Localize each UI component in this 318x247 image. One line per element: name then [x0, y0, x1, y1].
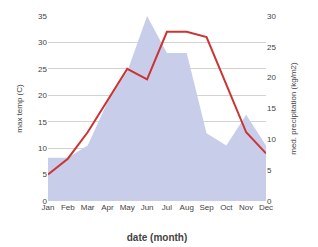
svg-text:25: 25 [38, 65, 47, 74]
svg-text:10: 10 [267, 135, 276, 144]
svg-text:15: 15 [267, 104, 276, 113]
svg-text:20: 20 [38, 91, 47, 100]
svg-text:med. precipitation (kg/m2): med. precipitation (kg/m2) [289, 62, 298, 155]
svg-text:Apr: Apr [101, 203, 114, 212]
svg-text:30: 30 [38, 38, 47, 47]
svg-text:20: 20 [267, 73, 276, 82]
svg-text:Jun: Jun [141, 203, 154, 212]
svg-text:Feb: Feb [61, 203, 75, 212]
svg-text:May: May [120, 203, 135, 212]
svg-text:25: 25 [267, 43, 276, 52]
svg-text:35: 35 [38, 12, 47, 21]
svg-text:max temp (C): max temp (C) [15, 84, 24, 133]
svg-text:Aug: Aug [180, 203, 194, 212]
svg-text:date (month): date (month) [127, 232, 188, 243]
svg-text:5: 5 [267, 166, 272, 175]
svg-text:0: 0 [267, 197, 272, 206]
svg-text:15: 15 [38, 118, 47, 127]
svg-text:10: 10 [38, 144, 47, 153]
svg-text:30: 30 [267, 12, 276, 21]
svg-text:Sep: Sep [199, 203, 214, 212]
svg-text:Jul: Jul [162, 203, 172, 212]
svg-text:5: 5 [43, 170, 48, 179]
svg-text:Mar: Mar [81, 203, 95, 212]
svg-text:Nov: Nov [239, 203, 253, 212]
svg-text:Oct: Oct [220, 203, 233, 212]
svg-text:0: 0 [43, 197, 48, 206]
svg-text:Dec: Dec [259, 203, 273, 212]
svg-text:Jan: Jan [42, 203, 55, 212]
